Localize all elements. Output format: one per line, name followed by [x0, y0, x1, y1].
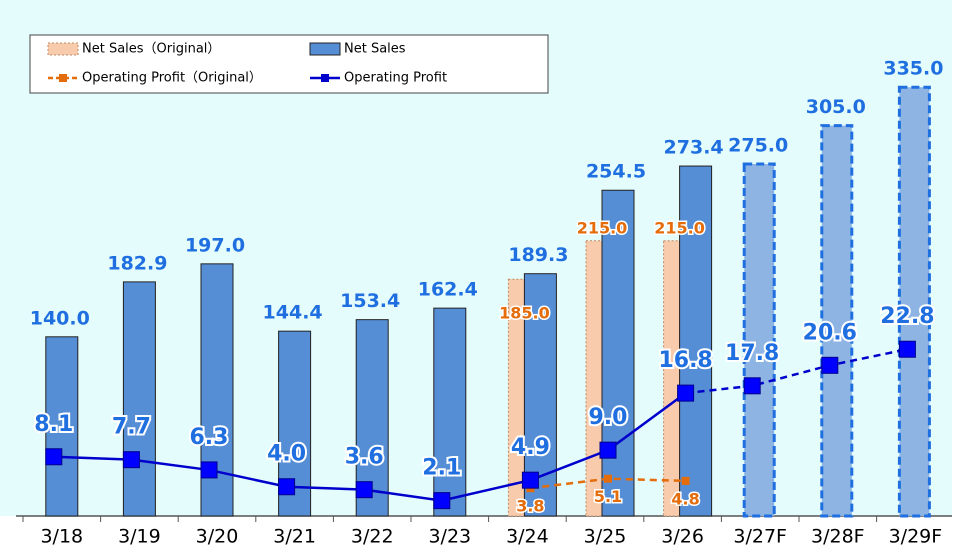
point-value-label: 4.0 — [267, 442, 306, 467]
line-marker — [355, 481, 373, 499]
line-marker — [521, 471, 539, 489]
point-value-label: 16.8 — [658, 348, 712, 373]
legend-label: Net Sales — [344, 42, 406, 57]
bar-value-label: 275.0 — [728, 135, 788, 157]
bar-original — [663, 240, 681, 517]
line-marker — [821, 356, 839, 374]
line-marker — [122, 451, 140, 469]
legend-label: Net Sales（Original） — [82, 42, 220, 57]
bar — [897, 85, 931, 518]
point-value-label: 5.1 — [594, 487, 622, 506]
bar-original-label: 215.0 — [577, 218, 628, 237]
bar-value-label: 153.4 — [340, 290, 400, 312]
point-value-label: 22.8 — [880, 304, 934, 329]
legend-marker — [321, 74, 329, 82]
line-marker — [433, 492, 451, 510]
point-value-label: 7.7 — [112, 415, 151, 440]
legend-marker — [59, 74, 67, 82]
bar-value-label: 162.4 — [418, 279, 478, 301]
line-marker — [200, 461, 218, 479]
point-value-label: 3.6 — [345, 445, 384, 470]
legend-swatch — [309, 42, 341, 56]
line-marker — [45, 448, 63, 466]
legend-label: Operating Profit — [344, 71, 447, 86]
x-tick-label: 3/20 — [196, 526, 239, 548]
x-tick-label: 3/22 — [351, 526, 394, 548]
bar-value-label: 182.9 — [107, 252, 167, 274]
bar-value-label: 335.0 — [883, 58, 943, 80]
x-tick-label: 3/29F — [889, 526, 943, 548]
x-tick-label: 3/26 — [661, 526, 704, 548]
bar — [122, 281, 156, 517]
bar-value-label: 254.5 — [586, 161, 646, 183]
line-marker — [898, 340, 916, 358]
legend-label: Operating Profit（Original） — [82, 71, 262, 86]
point-value-label: 4.9 — [511, 435, 550, 460]
line-marker — [677, 384, 695, 402]
bar-value-label: 273.4 — [664, 137, 724, 159]
bar-value-label: 189.3 — [508, 244, 568, 266]
x-tick-label: 3/21 — [273, 526, 316, 548]
point-value-label: 2.1 — [422, 456, 461, 481]
line-marker — [743, 377, 761, 395]
bar — [679, 165, 713, 517]
point-value-label: 17.8 — [725, 341, 779, 366]
legend — [29, 34, 549, 94]
x-tick-label: 3/18 — [40, 526, 83, 548]
x-tick-label: 3/19 — [118, 526, 161, 548]
line-marker — [604, 474, 612, 483]
bar — [45, 336, 79, 517]
bar-value-label: 197.0 — [185, 234, 245, 256]
legend-swatch — [47, 42, 79, 56]
bar-value-label: 305.0 — [806, 96, 866, 118]
bar-original — [585, 240, 603, 517]
bar-original-label: 185.0 — [499, 304, 550, 323]
point-value-label: 9.0 — [589, 405, 628, 430]
bar-original — [507, 278, 525, 517]
point-value-label: 3.8 — [516, 497, 544, 516]
bar — [820, 124, 854, 518]
point-value-label: 20.6 — [803, 320, 857, 345]
bar — [742, 162, 776, 518]
bar — [433, 307, 467, 517]
point-value-label: 8.1 — [34, 412, 73, 437]
line-marker — [599, 441, 617, 459]
line-marker — [681, 476, 690, 485]
bar — [601, 189, 635, 517]
x-tick-label: 3/25 — [584, 526, 627, 548]
point-value-label: 4.8 — [671, 489, 699, 508]
line-forecast — [685, 348, 908, 395]
x-tick-label: 3/23 — [428, 526, 471, 548]
bar-original-label: 215.0 — [654, 218, 705, 237]
bar-value-label: 144.4 — [263, 302, 323, 324]
bar-value-label: 140.0 — [30, 307, 90, 329]
x-tick-label: 3/28F — [811, 526, 865, 548]
x-tick-label: 3/27F — [733, 526, 787, 548]
point-value-label: 6.3 — [190, 425, 229, 450]
line-marker — [278, 478, 296, 496]
x-tick-label: 3/24 — [506, 526, 549, 548]
